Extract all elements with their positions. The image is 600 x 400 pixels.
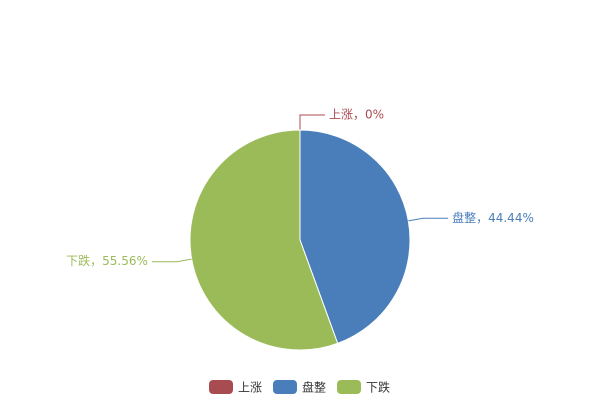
legend-swatch: [337, 380, 361, 394]
legend-label: 盘整: [302, 380, 326, 395]
leader-line: [408, 217, 449, 222]
leader-line: [299, 114, 325, 130]
data-label: 上涨，0%: [329, 107, 384, 122]
legend-swatch: [209, 380, 233, 394]
data-label: 下跌，55.56%: [66, 253, 148, 268]
leader-line: [151, 258, 192, 263]
legend-label: 上涨: [238, 380, 262, 395]
pie-slice: [189, 129, 339, 351]
legend-label: 下跌: [366, 380, 390, 395]
data-label: 盘整，44.44%: [452, 210, 534, 225]
legend-swatch: [273, 380, 297, 394]
